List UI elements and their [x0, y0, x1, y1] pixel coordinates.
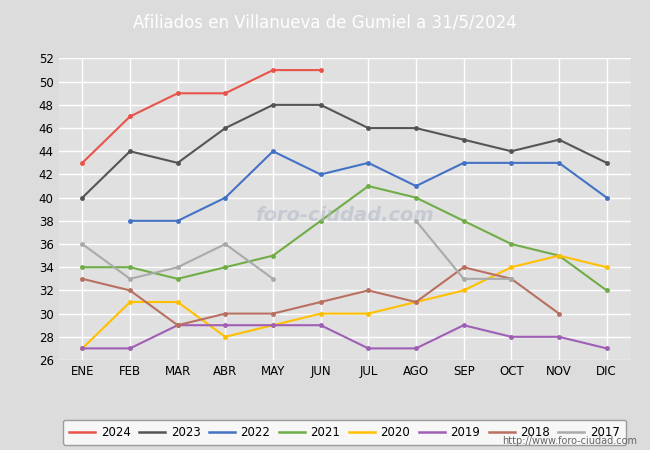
2018: [317, 299, 324, 305]
2017: [269, 276, 277, 282]
2019: [460, 323, 467, 328]
Line: 2017: 2017: [81, 242, 275, 280]
2021: [269, 253, 277, 258]
2024: [126, 114, 134, 119]
2018: [555, 311, 563, 316]
2023: [174, 160, 181, 166]
Text: http://www.foro-ciudad.com: http://www.foro-ciudad.com: [502, 436, 637, 446]
2021: [317, 218, 324, 224]
2019: [508, 334, 515, 339]
2021: [174, 276, 181, 282]
2022: [460, 160, 467, 166]
Text: foro-ciudad.com: foro-ciudad.com: [255, 206, 434, 225]
2020: [365, 311, 372, 316]
2018: [79, 276, 86, 282]
2023: [555, 137, 563, 142]
Line: 2021: 2021: [81, 184, 608, 292]
2017: [222, 241, 229, 247]
2018: [508, 276, 515, 282]
2018: [222, 311, 229, 316]
2019: [222, 323, 229, 328]
2021: [603, 288, 610, 293]
2021: [222, 265, 229, 270]
2024: [174, 90, 181, 96]
2022: [269, 148, 277, 154]
2022: [555, 160, 563, 166]
2019: [412, 346, 420, 351]
2024: [79, 160, 86, 166]
2020: [79, 346, 86, 351]
2023: [222, 126, 229, 131]
2019: [603, 346, 610, 351]
2023: [412, 126, 420, 131]
Line: 2018: 2018: [81, 266, 561, 327]
Text: Afiliados en Villanueva de Gumiel a 31/5/2024: Afiliados en Villanueva de Gumiel a 31/5…: [133, 14, 517, 32]
2021: [79, 265, 86, 270]
2022: [603, 195, 610, 200]
2018: [174, 323, 181, 328]
2021: [412, 195, 420, 200]
2017: [174, 265, 181, 270]
Line: 2020: 2020: [81, 254, 608, 350]
2020: [174, 299, 181, 305]
2023: [603, 160, 610, 166]
2021: [126, 265, 134, 270]
2019: [126, 346, 134, 351]
2018: [269, 311, 277, 316]
2017: [79, 241, 86, 247]
2023: [79, 195, 86, 200]
2022: [174, 218, 181, 224]
2021: [555, 253, 563, 258]
2020: [412, 299, 420, 305]
2023: [460, 137, 467, 142]
2022: [126, 218, 134, 224]
2019: [555, 334, 563, 339]
2023: [126, 148, 134, 154]
Line: 2023: 2023: [81, 103, 608, 199]
2023: [317, 102, 324, 108]
2023: [269, 102, 277, 108]
2022: [412, 183, 420, 189]
2022: [365, 160, 372, 166]
2018: [126, 288, 134, 293]
2021: [365, 183, 372, 189]
2020: [555, 253, 563, 258]
2022: [222, 195, 229, 200]
Legend: 2024, 2023, 2022, 2021, 2020, 2019, 2018, 2017: 2024, 2023, 2022, 2021, 2020, 2019, 2018…: [63, 420, 626, 445]
2021: [508, 241, 515, 247]
2020: [269, 323, 277, 328]
2022: [317, 172, 324, 177]
Line: 2024: 2024: [81, 68, 322, 165]
2021: [460, 218, 467, 224]
2017: [126, 276, 134, 282]
2020: [508, 265, 515, 270]
2020: [126, 299, 134, 305]
2020: [603, 265, 610, 270]
2019: [317, 323, 324, 328]
2024: [317, 68, 324, 73]
2019: [79, 346, 86, 351]
2024: [222, 90, 229, 96]
2022: [508, 160, 515, 166]
2019: [174, 323, 181, 328]
2023: [365, 126, 372, 131]
2018: [412, 299, 420, 305]
2020: [222, 334, 229, 339]
Line: 2022: 2022: [128, 149, 608, 223]
2019: [365, 346, 372, 351]
2023: [508, 148, 515, 154]
Line: 2019: 2019: [81, 324, 608, 350]
2020: [317, 311, 324, 316]
2024: [269, 68, 277, 73]
2018: [365, 288, 372, 293]
2020: [460, 288, 467, 293]
2019: [269, 323, 277, 328]
2018: [460, 265, 467, 270]
